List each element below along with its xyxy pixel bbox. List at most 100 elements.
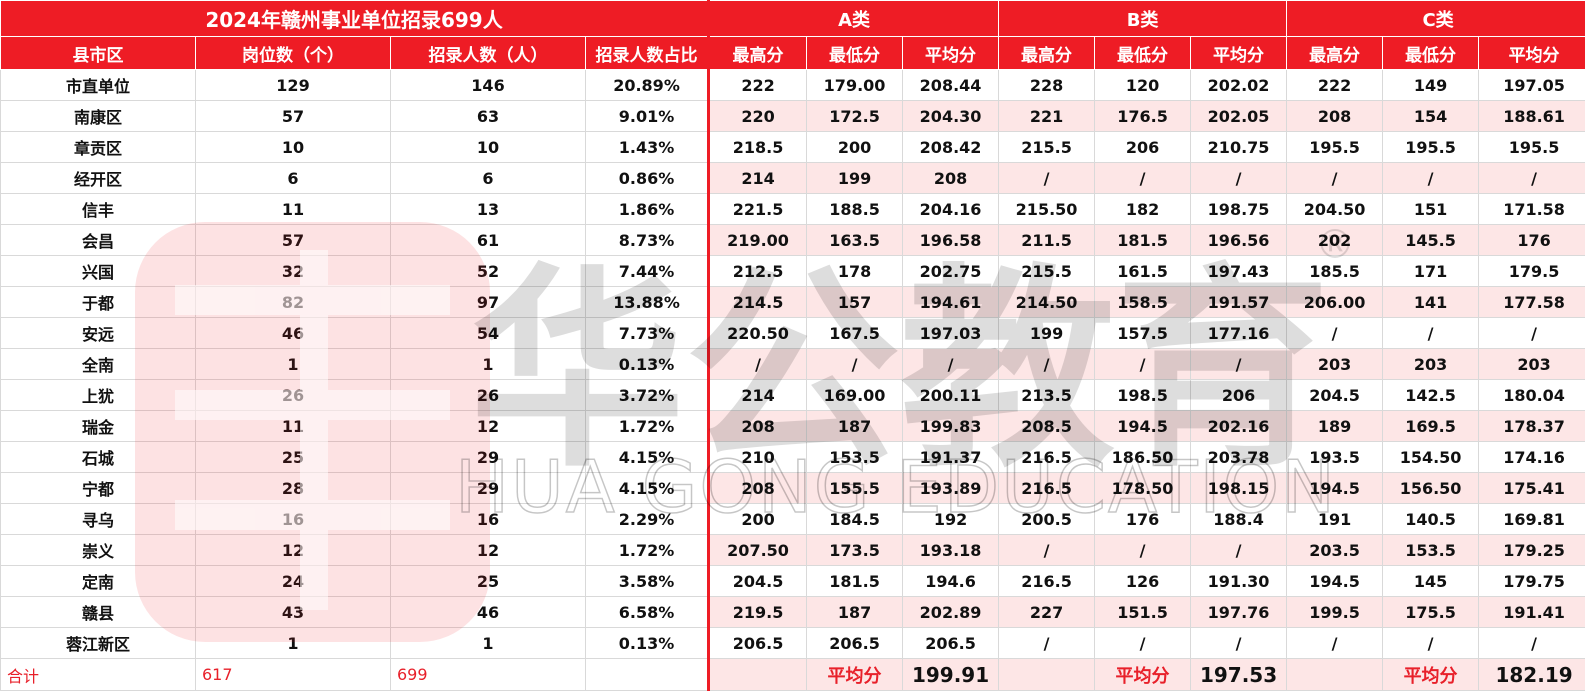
cell-b-min: 182 [1094,193,1192,225]
cell-a-avg: 206.5 [902,627,1000,659]
cell-posts: 46 [195,317,391,349]
cell-b-avg: 203.78 [1190,441,1288,473]
cell-district: 信丰 [0,193,196,225]
cell-district: 寻乌 [0,503,196,535]
cell-c-max: 202 [1286,224,1384,256]
cell-c-max: 208 [1286,100,1384,132]
cell-district: 崇义 [0,534,196,566]
cell-c-max: 203 [1286,348,1384,380]
cell-a-avg: 199.83 [902,410,1000,442]
cell-b-max: / [998,348,1096,380]
cell-b-avg: 191.57 [1190,286,1288,318]
cell-c-avg: 195.5 [1478,131,1585,163]
cell-c-max: 222 [1286,69,1384,101]
group-header-c: C类 [1286,0,1585,37]
cell-district: 定南 [0,565,196,597]
column-header-hires: 招录人数（人） [390,36,586,70]
cell-c-min: 141 [1382,286,1480,318]
cell-c-max: / [1286,317,1384,349]
cell-a-min: 163.5 [806,224,904,256]
cell-b-avg: 202.05 [1190,100,1288,132]
cell-b-avg: 188.4 [1190,503,1288,535]
group-header-b: B类 [998,0,1288,37]
cell-district: 瑞金 [0,410,196,442]
cell-c-min: / [1382,317,1480,349]
cell-c-min: 140.5 [1382,503,1480,535]
cell-ratio: 9.01% [584,100,710,132]
cell-a-avg: 200.11 [902,379,1000,411]
table-row: 上犹 26 26 3.72% 214 169.00 200.11 213.5 198.5 206 2… [0,379,1585,411]
cell-district: 兴国 [0,255,196,287]
cell-b-avg: 197.76 [1190,596,1288,628]
cell-a-max: 214.5 [707,286,808,318]
cell-ratio: 0.13% [584,348,710,380]
column-header-posts: 岗位数（个） [195,36,391,70]
cell-b-max: 216.5 [998,565,1096,597]
cell-c-avg: / [1478,317,1585,349]
cell-c-max: / [1286,162,1384,194]
cell-b-max: 216.5 [998,441,1096,473]
cell-a-min: 153.5 [806,441,904,473]
total-c-avg-label: 平均分 [1382,658,1480,691]
cell-b-max: / [998,162,1096,194]
cell-b-max: 215.5 [998,131,1096,163]
cell-b-min: 206 [1094,131,1192,163]
cell-b-avg: / [1190,627,1288,659]
cell-district: 经开区 [0,162,196,194]
cell-hires: 1 [390,627,586,659]
cell-posts: 32 [195,255,391,287]
cell-hires: 25 [390,565,586,597]
cell-hires: 16 [390,503,586,535]
table-row: 蓉江新区 1 1 0.13% 206.5 206.5 206.5// / / / / [0,627,1585,659]
cell-ratio: 8.73% [584,224,710,256]
cell-a-min: 188.5 [806,193,904,225]
cell-a-avg: / [902,348,1000,380]
cell-district: 蓉江新区 [0,627,196,659]
cell-c-min: 195.5 [1382,131,1480,163]
cell-a-avg: 208 [902,162,1000,194]
cell-ratio: 1.43% [584,131,710,163]
cell-a-max: 220.50 [707,317,808,349]
cell-district: 南康区 [0,100,196,132]
cell-a-max: 204.5 [707,565,808,597]
total-label: 合计 [0,658,196,691]
cell-c-avg: 203 [1478,348,1585,380]
total-row: 合计 617 699 平均分 199.91 平均分 197.53 平均分 182.19 [0,658,1585,691]
total-ratio-empty [584,658,710,691]
table-row: 瑞金 11 12 1.72% 208 187 199.83 208.5 194.5 202.16 1… [0,410,1585,442]
cell-ratio: 1.72% [584,410,710,442]
cell-ratio: 20.89% [584,69,710,101]
cell-posts: 10 [195,131,391,163]
cell-a-max: 218.5 [707,131,808,163]
cell-posts: 16 [195,503,391,535]
cell-a-min: 157 [806,286,904,318]
cell-a-min: 206.5 [806,627,904,659]
total-b-avg-value: 197.53 [1190,658,1288,691]
cell-b-max: 227 [998,596,1096,628]
cell-a-max: 221.5 [707,193,808,225]
column-header-b-avg: 平均分 [1190,36,1288,70]
cell-posts: 11 [195,193,391,225]
cell-b-min: 178.50 [1094,472,1192,504]
cell-b-min: 120 [1094,69,1192,101]
cell-posts: 25 [195,441,391,473]
cell-district: 于都 [0,286,196,318]
cell-hires: 13 [390,193,586,225]
cell-c-min: 145.5 [1382,224,1480,256]
cell-hires: 97 [390,286,586,318]
cell-a-min: 169.00 [806,379,904,411]
cell-b-avg: 206 [1190,379,1288,411]
cell-c-min: / [1382,627,1480,659]
cell-district: 安远 [0,317,196,349]
cell-c-min: 151 [1382,193,1480,225]
cell-a-max: 222 [707,69,808,101]
cell-b-max: 215.50 [998,193,1096,225]
cell-ratio: 2.29% [584,503,710,535]
cell-b-min: 151.5 [1094,596,1192,628]
cell-c-max: / [1286,627,1384,659]
cell-b-avg: 210.75 [1190,131,1288,163]
column-header-c-avg: 平均分 [1478,36,1585,70]
cell-c-avg: 174.16 [1478,441,1585,473]
